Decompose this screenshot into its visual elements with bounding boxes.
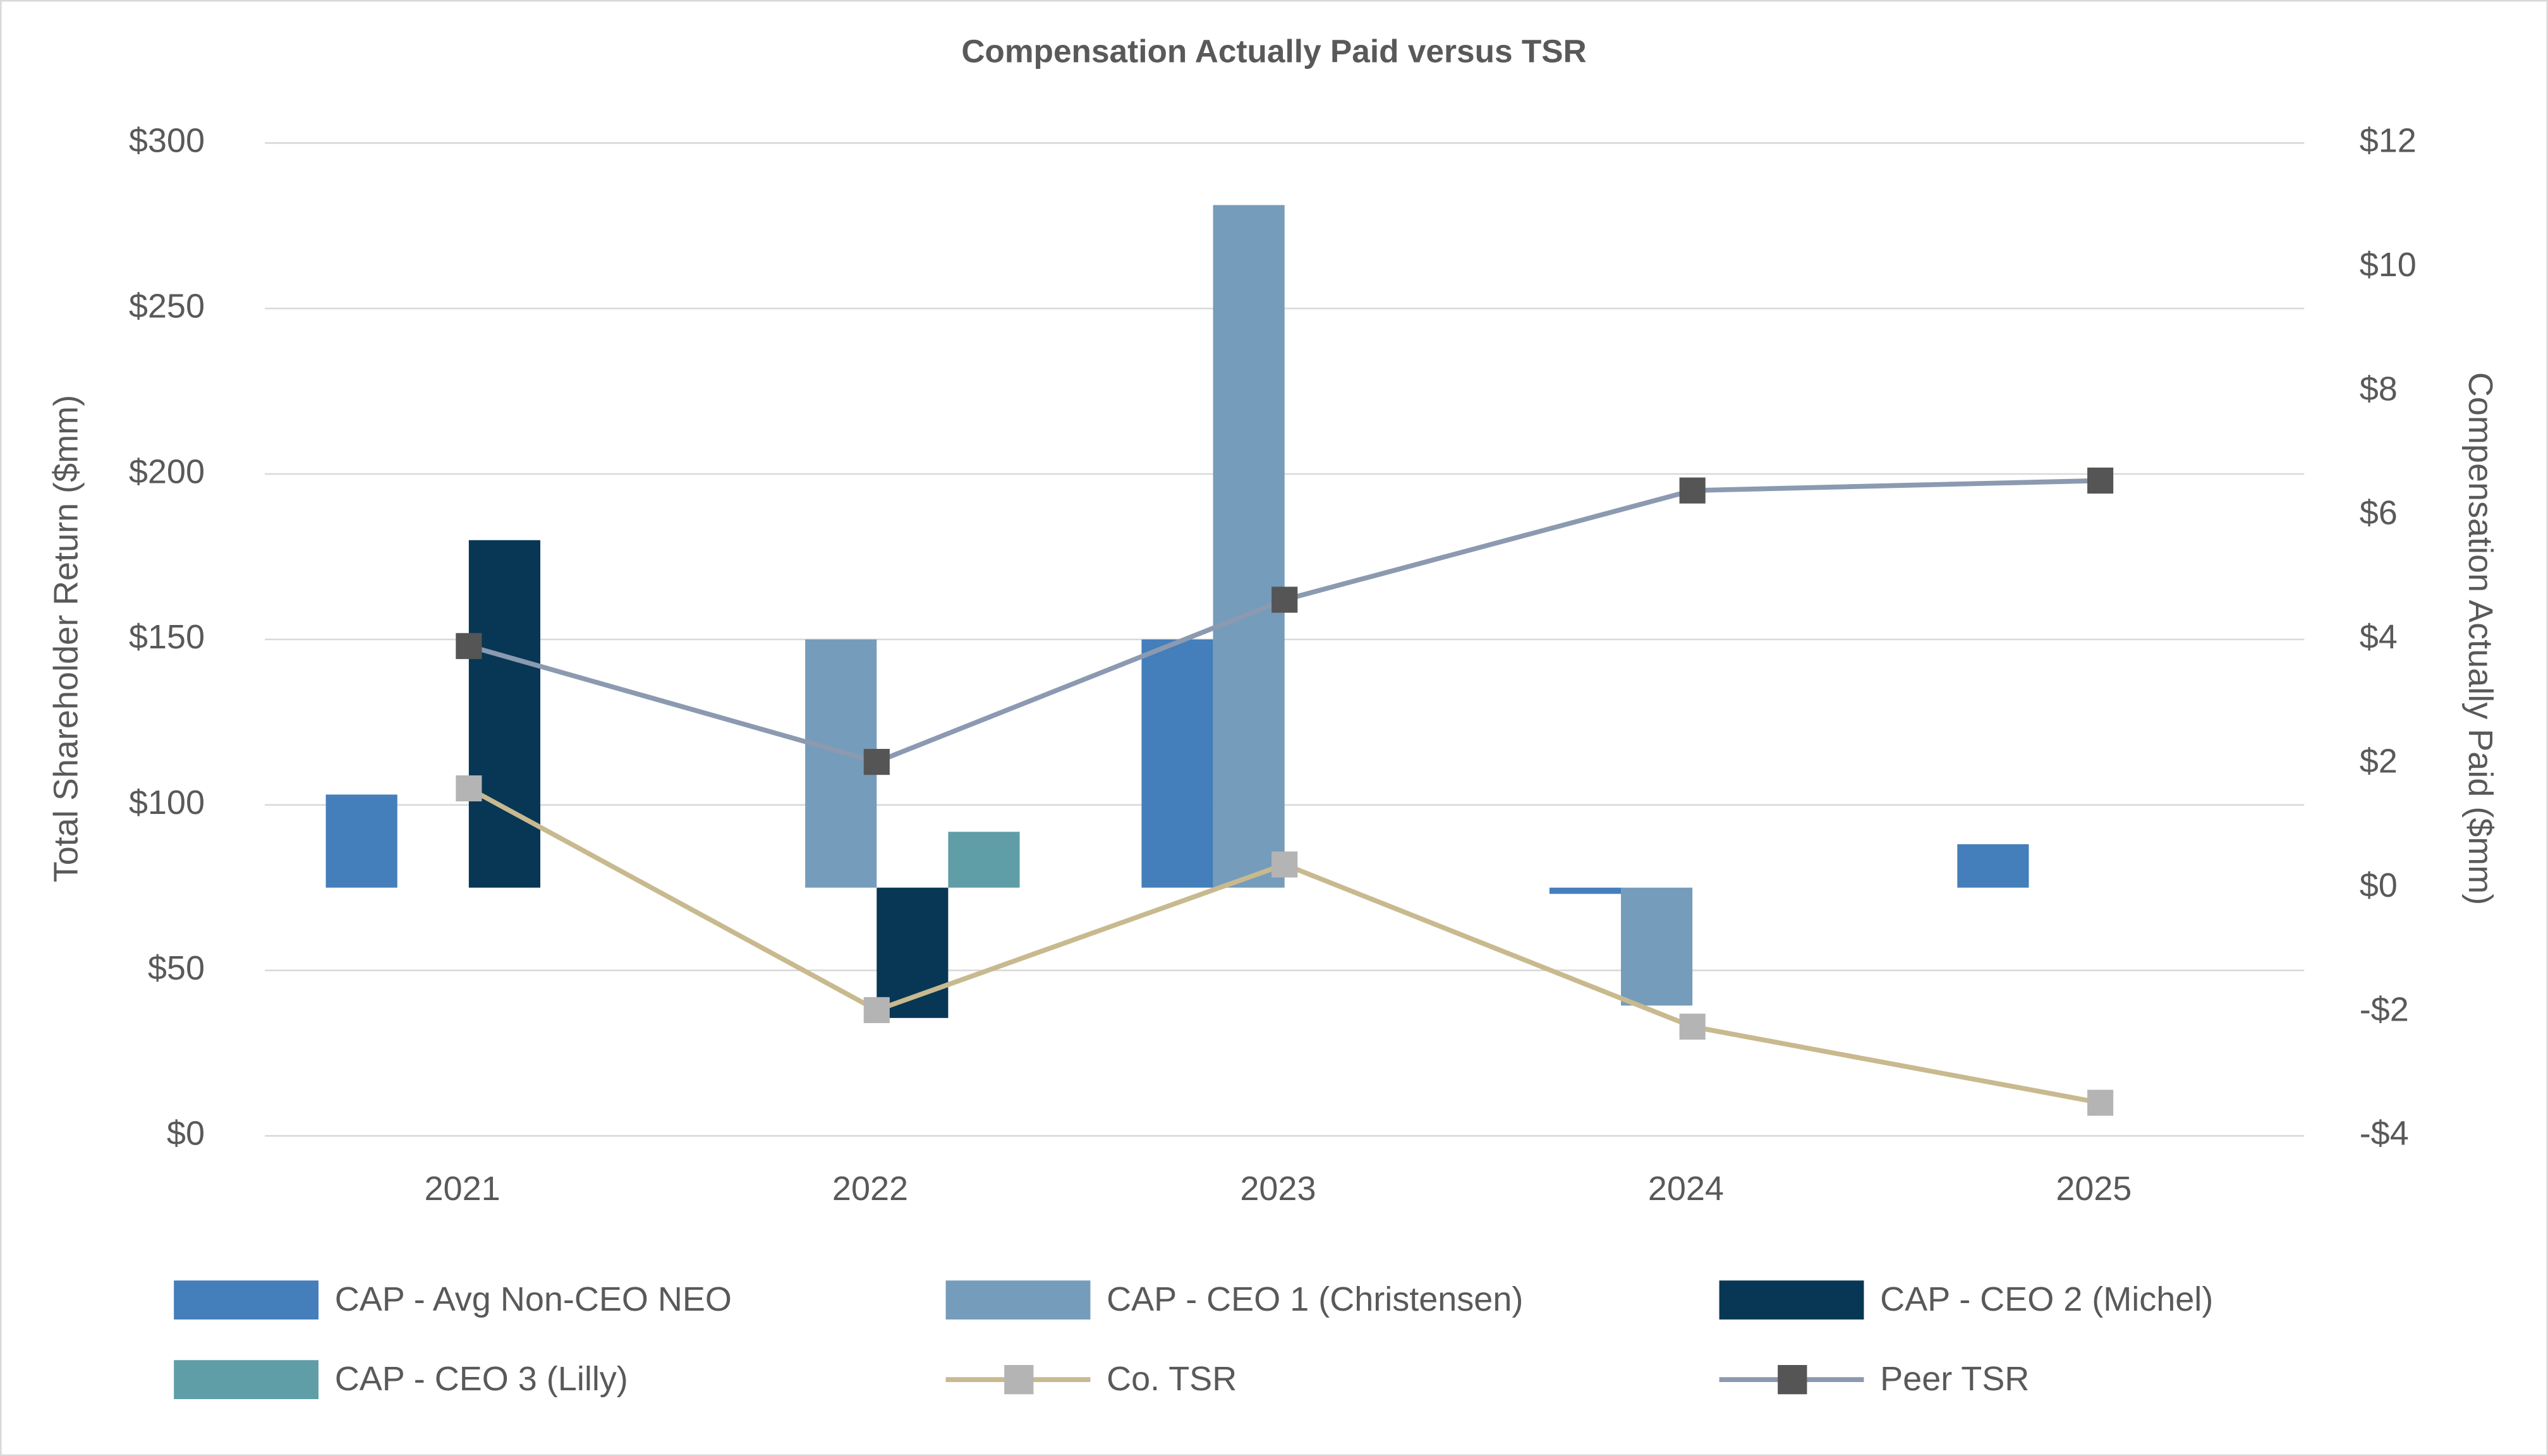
y2-tick-label: $4 [2360, 618, 2398, 656]
y-tick-label: $150 [129, 618, 205, 656]
x-tick-label: 2023 [1240, 1170, 1316, 1208]
line-marker [863, 997, 890, 1023]
line-marker [1271, 586, 1298, 613]
y-tick-label: $50 [148, 949, 205, 987]
line-marker [2087, 467, 2114, 494]
y-tick-label: $100 [129, 784, 205, 822]
legend-label: CAP - Avg Non-CEO NEO [335, 1280, 732, 1318]
line-marker [2087, 1089, 2114, 1116]
bar [1141, 639, 1213, 888]
y2-tick-label: $10 [2360, 246, 2417, 284]
legend-label: CAP - CEO 2 (Michel) [1880, 1280, 2213, 1318]
x-tick-label: 2025 [2056, 1170, 2132, 1208]
chart-title: Compensation Actually Paid versus TSR [961, 32, 1586, 69]
y2-axis-label: Compensation Actually Paid ($mm) [2461, 372, 2499, 905]
legend-swatch [174, 1360, 318, 1399]
y-axis-label: Total Shareholder Return ($mm) [47, 395, 85, 882]
legend-label: CAP - CEO 1 (Christensen) [1107, 1280, 1523, 1318]
y2-tick-label: -$4 [2360, 1115, 2409, 1153]
y2-tick-label: $0 [2360, 866, 2398, 904]
y-tick-label: $300 [129, 122, 205, 160]
bar [948, 832, 1020, 888]
legend-swatch [1719, 1280, 1864, 1320]
legend-marker [1778, 1365, 1807, 1395]
y2-tick-label: $2 [2360, 743, 2398, 780]
x-tick-label: 2021 [425, 1170, 500, 1208]
bar [1957, 844, 2029, 888]
legend-swatch [945, 1280, 1091, 1320]
y2-tick-label: $6 [2360, 494, 2398, 532]
x-tick-label: 2024 [1648, 1170, 1724, 1208]
bar [325, 794, 397, 888]
legend-marker [1004, 1365, 1034, 1395]
bar [1621, 887, 1693, 1006]
line-marker [1679, 477, 1706, 504]
line-marker [1679, 1014, 1706, 1040]
y-tick-label: $200 [129, 452, 205, 490]
legend-label: Co. TSR [1107, 1360, 1237, 1398]
legend-swatch [174, 1280, 318, 1320]
bar [1213, 205, 1285, 888]
legend-label: CAP - CEO 3 (Lilly) [335, 1360, 628, 1398]
legend-label: Peer TSR [1880, 1360, 2029, 1398]
y-tick-label: $0 [167, 1115, 205, 1153]
bar [468, 540, 540, 888]
y2-tick-label: $12 [2360, 122, 2417, 160]
line-marker [1271, 851, 1298, 878]
line-marker [456, 633, 482, 659]
line-marker [863, 749, 890, 775]
y2-tick-label: $8 [2360, 370, 2398, 408]
line-marker [456, 775, 482, 802]
y-tick-label: $250 [129, 287, 205, 325]
y2-tick-label: -$2 [2360, 990, 2409, 1028]
bar [1549, 887, 1621, 894]
x-tick-label: 2022 [832, 1170, 908, 1208]
